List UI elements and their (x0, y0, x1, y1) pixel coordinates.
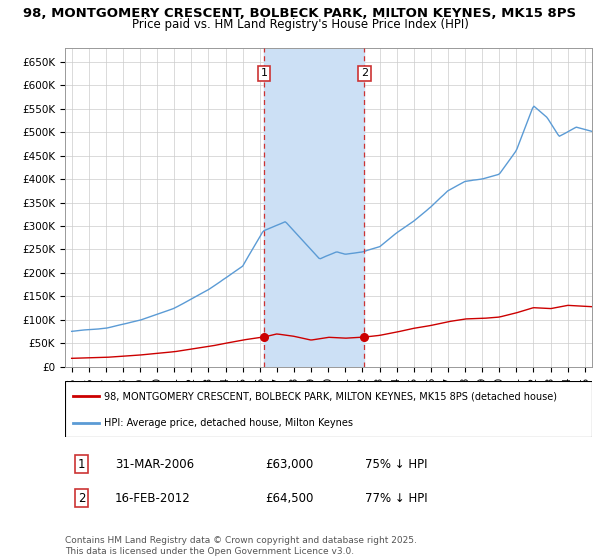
Text: £64,500: £64,500 (265, 492, 313, 505)
Text: £63,000: £63,000 (265, 458, 313, 470)
Text: 77% ↓ HPI: 77% ↓ HPI (365, 492, 428, 505)
Text: 98, MONTGOMERY CRESCENT, BOLBECK PARK, MILTON KEYNES, MK15 8PS: 98, MONTGOMERY CRESCENT, BOLBECK PARK, M… (23, 7, 577, 20)
Text: 1: 1 (260, 68, 268, 78)
Text: 75% ↓ HPI: 75% ↓ HPI (365, 458, 428, 470)
Text: 2: 2 (78, 492, 85, 505)
Bar (264, 48, 364, 367)
Text: 1: 1 (78, 458, 85, 470)
Text: HPI: Average price, detached house, Milton Keynes: HPI: Average price, detached house, Milt… (104, 418, 353, 428)
Text: 98, MONTGOMERY CRESCENT, BOLBECK PARK, MILTON KEYNES, MK15 8PS (detached house): 98, MONTGOMERY CRESCENT, BOLBECK PARK, M… (104, 391, 557, 402)
Text: 16-FEB-2012: 16-FEB-2012 (115, 492, 191, 505)
Text: Contains HM Land Registry data © Crown copyright and database right 2025.
This d: Contains HM Land Registry data © Crown c… (65, 536, 416, 556)
Text: Price paid vs. HM Land Registry's House Price Index (HPI): Price paid vs. HM Land Registry's House … (131, 18, 469, 31)
Text: 31-MAR-2006: 31-MAR-2006 (115, 458, 194, 470)
Text: 2: 2 (361, 68, 368, 78)
